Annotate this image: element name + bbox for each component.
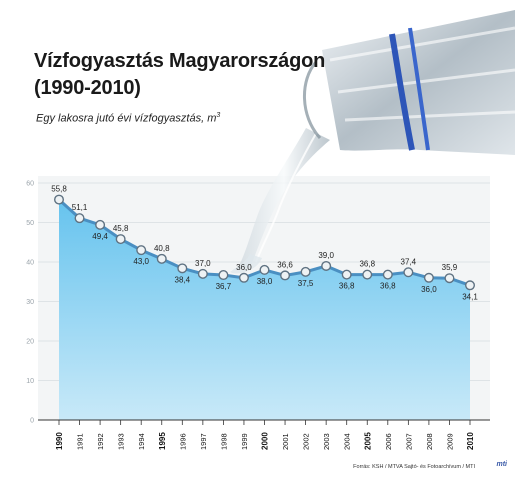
data-label: 36,8	[339, 282, 355, 291]
x-tick-label: 2007	[404, 433, 413, 450]
data-label: 35,9	[442, 263, 458, 272]
y-tick-label: 40	[26, 260, 34, 267]
data-point	[300, 266, 311, 277]
data-label: 40,8	[154, 244, 170, 253]
x-tick-label: 1993	[117, 433, 126, 450]
chart-title-line2: (1990-2010)	[34, 77, 141, 99]
source-credit: Forrás: KSH / MTVA Sajtó- és Fotoarchívu…	[353, 464, 475, 470]
data-label: 43,0	[133, 257, 149, 266]
x-tick-label: 1998	[219, 433, 228, 450]
mti-logo: mti	[496, 461, 508, 468]
data-label: 37,0	[195, 259, 211, 268]
data-point	[197, 268, 208, 279]
subtitle-text: Egy lakosra jutó évi vízfogyasztás, m	[36, 112, 217, 125]
x-tick-label: 2010	[466, 432, 475, 450]
data-label: 36,0	[421, 285, 437, 294]
data-point	[238, 272, 249, 283]
x-tick-label: 1996	[178, 433, 187, 450]
y-tick-label: 0	[30, 418, 34, 425]
x-tick-label: 1999	[240, 433, 249, 450]
x-tick-label: 1994	[137, 433, 146, 450]
data-label: 37,4	[401, 257, 417, 266]
data-point	[95, 219, 106, 230]
y-tick-label: 10	[26, 378, 34, 385]
x-tick-label: 2006	[384, 433, 393, 450]
y-tick-label: 20	[26, 339, 34, 346]
x-tick-label: 1990	[55, 432, 64, 450]
y-tick-label: 60	[26, 181, 34, 188]
data-label: 38,4	[175, 275, 191, 284]
data-label: 38,0	[257, 277, 273, 286]
data-label: 51,1	[72, 203, 88, 212]
x-axis-ticks: 1990 1991 1992 1993 1994 1995 1996 1997 1998 1999…	[55, 420, 475, 450]
data-point	[321, 260, 332, 271]
x-tick-label: 2000	[261, 432, 270, 450]
data-point	[115, 234, 126, 245]
y-axis-ticks: 0 10 20 30 40 50 60	[26, 181, 34, 425]
data-label: 49,4	[92, 232, 108, 241]
x-tick-label: 1992	[96, 433, 105, 450]
data-label: 36,0	[236, 263, 252, 272]
data-label: 34,1	[462, 292, 478, 301]
data-label: 45,8	[113, 224, 129, 233]
data-point	[382, 269, 393, 280]
data-point	[341, 269, 352, 280]
x-tick-label: 2009	[445, 433, 454, 450]
data-point	[156, 253, 167, 264]
data-label: 36,8	[380, 282, 396, 291]
data-label: 36,6	[277, 260, 293, 269]
x-tick-label: 2004	[343, 433, 352, 450]
x-tick-label: 1995	[158, 432, 167, 450]
area-fill	[59, 199, 470, 420]
x-tick-label: 2005	[363, 432, 372, 450]
data-point	[403, 267, 414, 278]
data-point	[177, 263, 188, 274]
data-label: 37,5	[298, 279, 314, 288]
chart-title-line1: Vízfogyasztás Magyarországon	[34, 50, 326, 72]
chart-marks: 55,8 51,1 49,4 45,8 43,0 40,8 38,4 37,0 36,7 36,0…	[51, 185, 478, 302]
water-stream-illustration	[230, 128, 330, 274]
chart-subtitle: Egy lakosra jutó évi vízfogyasztás, m3	[36, 112, 220, 125]
x-tick-label: 1991	[76, 433, 85, 450]
data-point	[136, 245, 147, 256]
data-label: 36,7	[216, 282, 232, 291]
x-tick-label: 2002	[302, 433, 311, 450]
data-label: 39,0	[318, 251, 334, 260]
bottle-illustration	[303, 10, 515, 155]
y-tick-label: 30	[26, 299, 34, 306]
data-point	[259, 264, 270, 275]
x-tick-label: 2001	[281, 433, 290, 450]
y-tick-label: 50	[26, 220, 34, 227]
data-point	[423, 272, 434, 283]
data-point	[362, 269, 373, 280]
data-point	[465, 280, 476, 291]
data-point	[218, 270, 229, 281]
x-tick-label: 2008	[425, 433, 434, 450]
data-label: 36,8	[359, 260, 375, 269]
subtitle-superscript: 3	[216, 112, 221, 119]
data-point	[74, 213, 85, 224]
data-point	[54, 194, 65, 205]
x-tick-label: 2003	[322, 433, 331, 450]
data-point	[444, 273, 455, 284]
data-point	[280, 270, 291, 281]
x-tick-label: 1997	[199, 433, 208, 450]
data-label: 55,8	[51, 185, 67, 194]
